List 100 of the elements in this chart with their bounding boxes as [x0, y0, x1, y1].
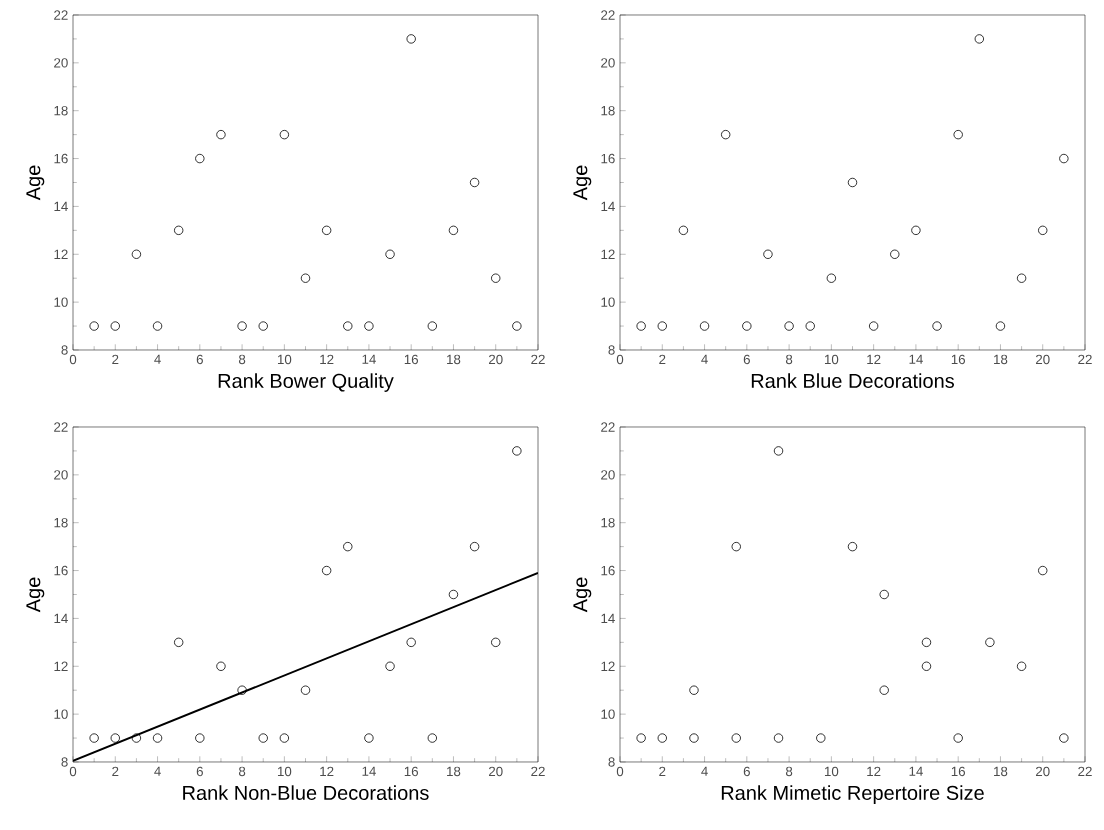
- y-tick-label: 16: [601, 153, 615, 164]
- point: [636, 733, 646, 743]
- point: [216, 129, 226, 140]
- point: [174, 225, 184, 236]
- point: [385, 249, 395, 259]
- x-tick-label: 20: [488, 766, 503, 777]
- x-tick-label: 20: [488, 354, 503, 365]
- point: [763, 249, 773, 259]
- x-axis-title: Rank Blue Decorations: [751, 373, 954, 388]
- point: [131, 733, 142, 743]
- x-tick-label: 4: [154, 766, 161, 776]
- point: [742, 321, 752, 331]
- y-tick-label: 20: [601, 58, 615, 68]
- point: [406, 34, 416, 44]
- y-tick-label: 14: [54, 613, 68, 623]
- point: [406, 637, 416, 648]
- y-tick-label: 12: [54, 661, 68, 671]
- point: [512, 446, 522, 456]
- point: [868, 321, 879, 331]
- point: [448, 589, 459, 600]
- point: [731, 733, 741, 743]
- point: [258, 733, 268, 743]
- point: [773, 733, 784, 743]
- point: [1016, 273, 1027, 283]
- x-tick-label: 12: [320, 766, 334, 777]
- point: [195, 153, 205, 164]
- x-tick-label: 8: [238, 766, 246, 777]
- x-tick-label: 8: [238, 354, 246, 365]
- y-tick-label: 18: [601, 105, 615, 116]
- y-tick-label: 8: [608, 757, 615, 767]
- x-tick-label: 16: [951, 766, 966, 777]
- point: [699, 321, 710, 331]
- y-axis-title: Age: [26, 577, 45, 613]
- point: [1059, 733, 1069, 743]
- x-tick-label: 14: [362, 354, 376, 364]
- point: [847, 541, 858, 552]
- point: [89, 733, 99, 743]
- point: [469, 541, 480, 552]
- point: [364, 733, 374, 743]
- x-tick-label: 16: [404, 766, 419, 777]
- point: [995, 321, 1006, 331]
- point: [427, 733, 437, 743]
- y-tick-label: 12: [54, 249, 68, 259]
- x-tick-label: 0: [69, 766, 77, 777]
- x-tick-label: 14: [362, 766, 376, 776]
- x-tick-label: 0: [69, 354, 77, 365]
- x-axis-title: Rank Non-Blue Decorations: [183, 785, 429, 800]
- y-tick-label: 12: [601, 661, 615, 671]
- x-tick-label: 10: [277, 354, 292, 365]
- y-tick-label: 16: [54, 565, 68, 576]
- x-tick-label: 20: [1035, 766, 1050, 777]
- x-tick-label: 18: [994, 354, 1008, 365]
- point: [300, 685, 311, 695]
- x-tick-label: 22: [531, 766, 545, 777]
- x-tick-label: 6: [743, 354, 750, 365]
- x-tick-label: 22: [1078, 766, 1092, 776]
- y-axis-title: Age: [573, 577, 592, 613]
- point: [448, 225, 459, 236]
- point: [131, 249, 142, 259]
- x-tick-label: 4: [701, 766, 708, 776]
- y-tick-label: 22: [54, 422, 68, 432]
- x-axis-title: Rank Mimetic Repertoire Size: [721, 785, 984, 804]
- y-tick-label: 18: [54, 517, 68, 528]
- x-tick-label: 10: [824, 766, 839, 777]
- point: [110, 321, 120, 331]
- point: [985, 637, 995, 648]
- point: [321, 565, 332, 576]
- point: [512, 321, 522, 331]
- point: [879, 589, 889, 600]
- y-tick-label: 16: [54, 153, 68, 164]
- point: [657, 321, 667, 331]
- point: [343, 321, 353, 331]
- x-tick-label: 4: [701, 354, 708, 364]
- y-tick-label: 8: [608, 345, 615, 355]
- x-tick-label: 18: [994, 766, 1008, 777]
- x-tick-label: 22: [1078, 354, 1092, 364]
- x-tick-label: 8: [785, 766, 793, 777]
- point: [110, 733, 120, 743]
- point: [385, 661, 395, 671]
- point: [1038, 565, 1048, 576]
- x-tick-label: 10: [277, 766, 292, 777]
- point: [279, 129, 290, 140]
- x-tick-label: 2: [659, 354, 666, 364]
- y-tick-label: 14: [601, 201, 615, 211]
- point: [174, 637, 184, 648]
- x-tick-label: 10: [824, 354, 839, 365]
- point: [195, 733, 205, 743]
- point: [805, 321, 815, 331]
- point: [953, 733, 963, 743]
- y-tick-label: 10: [54, 709, 68, 719]
- x-tick-label: 2: [112, 354, 119, 364]
- point: [657, 733, 667, 743]
- point: [258, 321, 268, 331]
- x-tick-label: 16: [951, 354, 966, 365]
- x-tick-label: 6: [196, 354, 203, 365]
- point: [921, 637, 932, 648]
- y-tick-label: 14: [601, 613, 615, 623]
- point: [636, 321, 646, 331]
- x-axis-title: Rank Bower Quality: [218, 373, 394, 392]
- x-tick-label: 4: [154, 354, 161, 364]
